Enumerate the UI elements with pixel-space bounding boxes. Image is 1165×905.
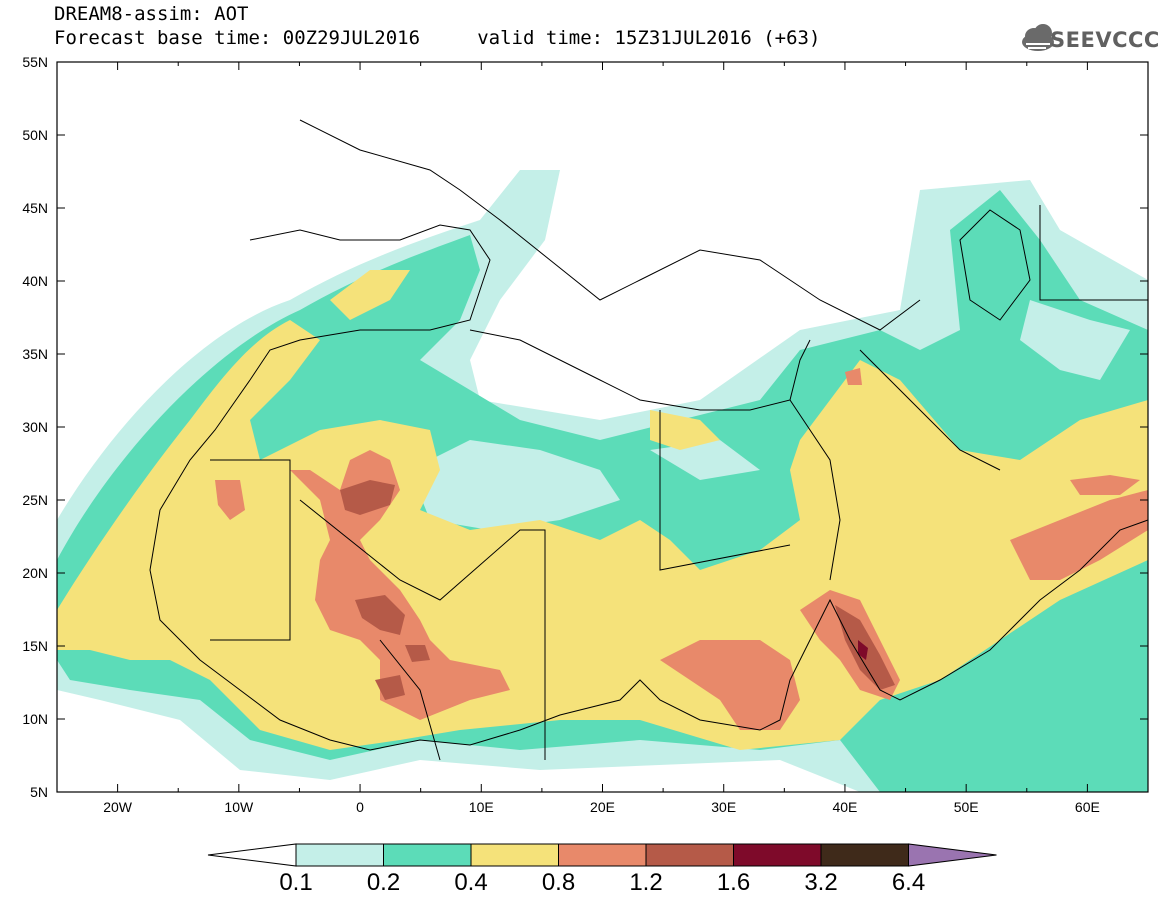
- coastlines: [149, 119, 1148, 761]
- colorbar-label: 6.4: [891, 869, 926, 896]
- lon-tick-label: 10W: [224, 799, 254, 815]
- lon-tick-label: 40E: [832, 799, 858, 815]
- lon-tick-label: 0: [356, 799, 364, 815]
- lon-tick-label: 20E: [590, 799, 615, 815]
- colorbar-label: 0.1: [279, 869, 313, 896]
- logo-text: SEEVCCC: [1050, 28, 1160, 52]
- lat-tick-label: 35N: [22, 346, 48, 362]
- colorbar-below-arrow: [207, 843, 297, 867]
- lat-tick-label: 15N: [22, 638, 48, 654]
- colorbar-label: 0.4: [454, 869, 488, 896]
- lon-tick-label: 30E: [711, 799, 737, 815]
- map-title: DREAM8-assim: AOT: [54, 3, 249, 25]
- colorbar-segment: [820, 843, 909, 867]
- lat-tick-label: 40N: [22, 273, 48, 289]
- lon-tick-label: 60E: [1074, 799, 1100, 815]
- colorbar: [207, 843, 997, 867]
- colorbar-segment: [383, 843, 472, 867]
- lon-tick-label: 50E: [953, 799, 979, 815]
- colorbar-label: 0.2: [366, 869, 401, 896]
- lon-tick-label: 20W: [103, 799, 132, 815]
- aot-field: [57, 170, 1148, 792]
- lat-tick-label: 50N: [22, 127, 48, 143]
- lat-tick-label: 5N: [30, 784, 48, 800]
- lat-tick-label: 10N: [22, 711, 48, 727]
- colorbar-above-arrow: [908, 843, 997, 867]
- colorbar-segment: [470, 843, 559, 867]
- colorbar-segment: [645, 843, 734, 867]
- colorbar-label: 3.2: [804, 869, 838, 896]
- forecast-times: Forecast base time: 00Z29JUL2016 valid t…: [54, 27, 821, 49]
- lat-tick-label: 20N: [22, 565, 48, 581]
- colorbar-segment: [295, 843, 384, 867]
- lat-tick-label: 25N: [22, 492, 48, 508]
- colorbar-segment: [558, 843, 647, 867]
- colorbar-label: 1.2: [629, 869, 663, 896]
- cloud-icon: [1022, 24, 1054, 51]
- colorbar-label: 0.8: [541, 869, 576, 896]
- lon-tick-label: 10E: [468, 799, 494, 815]
- lat-tick-label: 45N: [22, 200, 48, 216]
- colorbar-segment: [733, 843, 822, 867]
- lat-tick-label: 30N: [22, 419, 48, 435]
- lat-tick-label: 55N: [22, 54, 48, 70]
- colorbar-label: 1.6: [716, 869, 751, 896]
